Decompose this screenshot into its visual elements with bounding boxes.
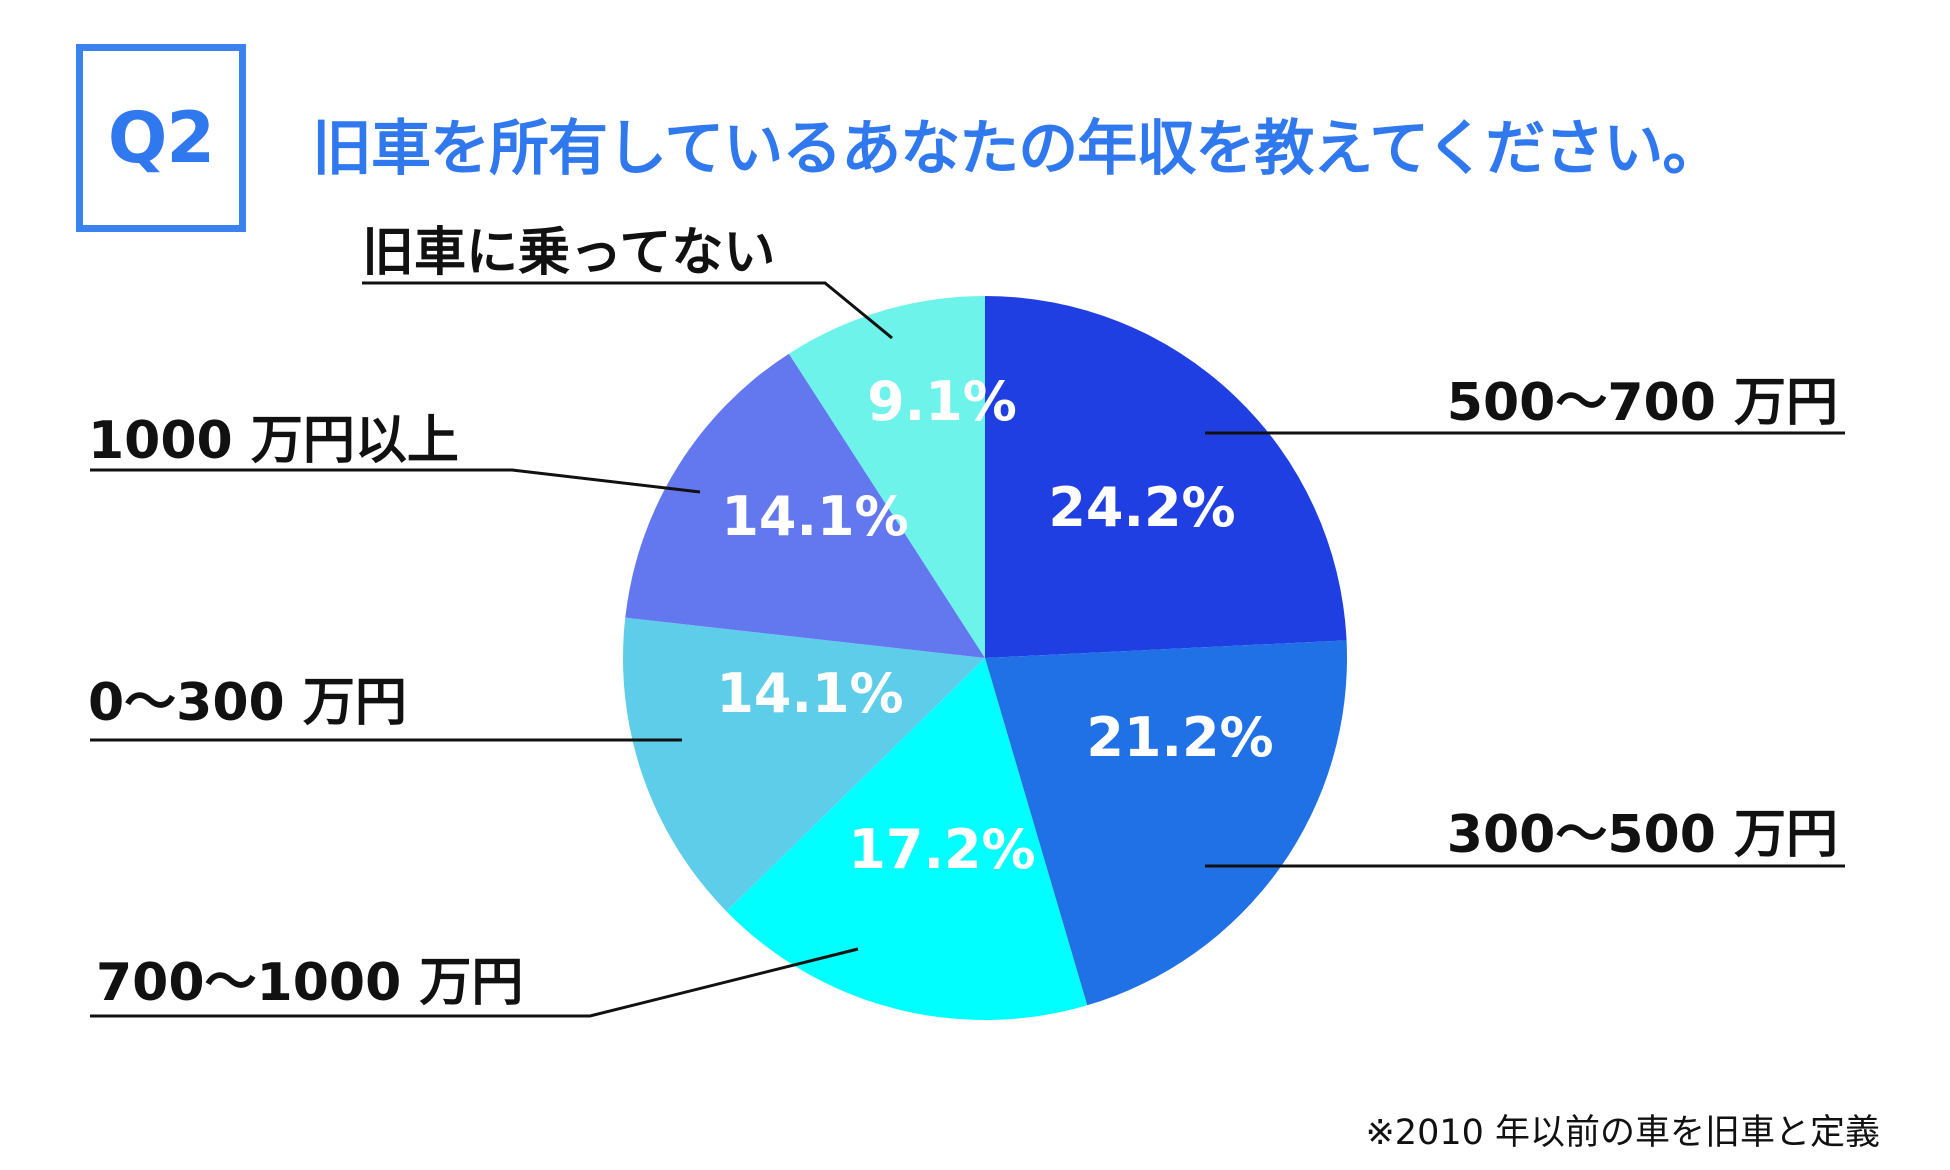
pie-slice xyxy=(623,617,985,912)
leader-line xyxy=(362,281,893,340)
slice-category-label: 300〜500 万円 xyxy=(1447,805,1838,865)
slice-category-label: 旧車に乗ってない xyxy=(362,223,775,283)
question-number-badge: Q2 xyxy=(76,44,246,232)
pie-slice xyxy=(985,640,1347,1006)
pie-slice xyxy=(726,658,1088,1020)
slice-percent-label: 9.1% xyxy=(867,370,1017,433)
slice-category-label: 1000 万円以上 xyxy=(88,411,459,471)
slice-percent-label: 17.2% xyxy=(848,818,1035,881)
question-number: Q2 xyxy=(107,97,215,179)
slice-percent-label: 14.1% xyxy=(721,485,908,548)
slice-category-label: 500〜700 万円 xyxy=(1447,373,1838,433)
slice-percent-label: 14.1% xyxy=(716,662,903,725)
chart-title: 旧車を所有しているあなたの年収を教えてください。 xyxy=(312,114,1722,184)
leader-line xyxy=(90,468,701,494)
pie-slice xyxy=(625,353,985,658)
pie-slice xyxy=(788,296,985,658)
slice-category-label: 700〜1000 万円 xyxy=(96,953,523,1013)
slice-category-label: 0〜300 万円 xyxy=(88,673,407,733)
pie-slice xyxy=(985,296,1347,658)
slice-percent-label: 24.2% xyxy=(1048,476,1235,539)
footnote: ※2010 年以前の車を旧車と定義 xyxy=(1365,1113,1880,1153)
slice-percent-label: 21.2% xyxy=(1086,706,1273,769)
leader-line xyxy=(90,947,859,1018)
